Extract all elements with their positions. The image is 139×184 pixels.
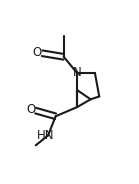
Text: O: O: [26, 103, 35, 116]
Text: N: N: [73, 66, 82, 79]
Text: HN: HN: [37, 129, 54, 142]
Text: O: O: [33, 46, 42, 59]
